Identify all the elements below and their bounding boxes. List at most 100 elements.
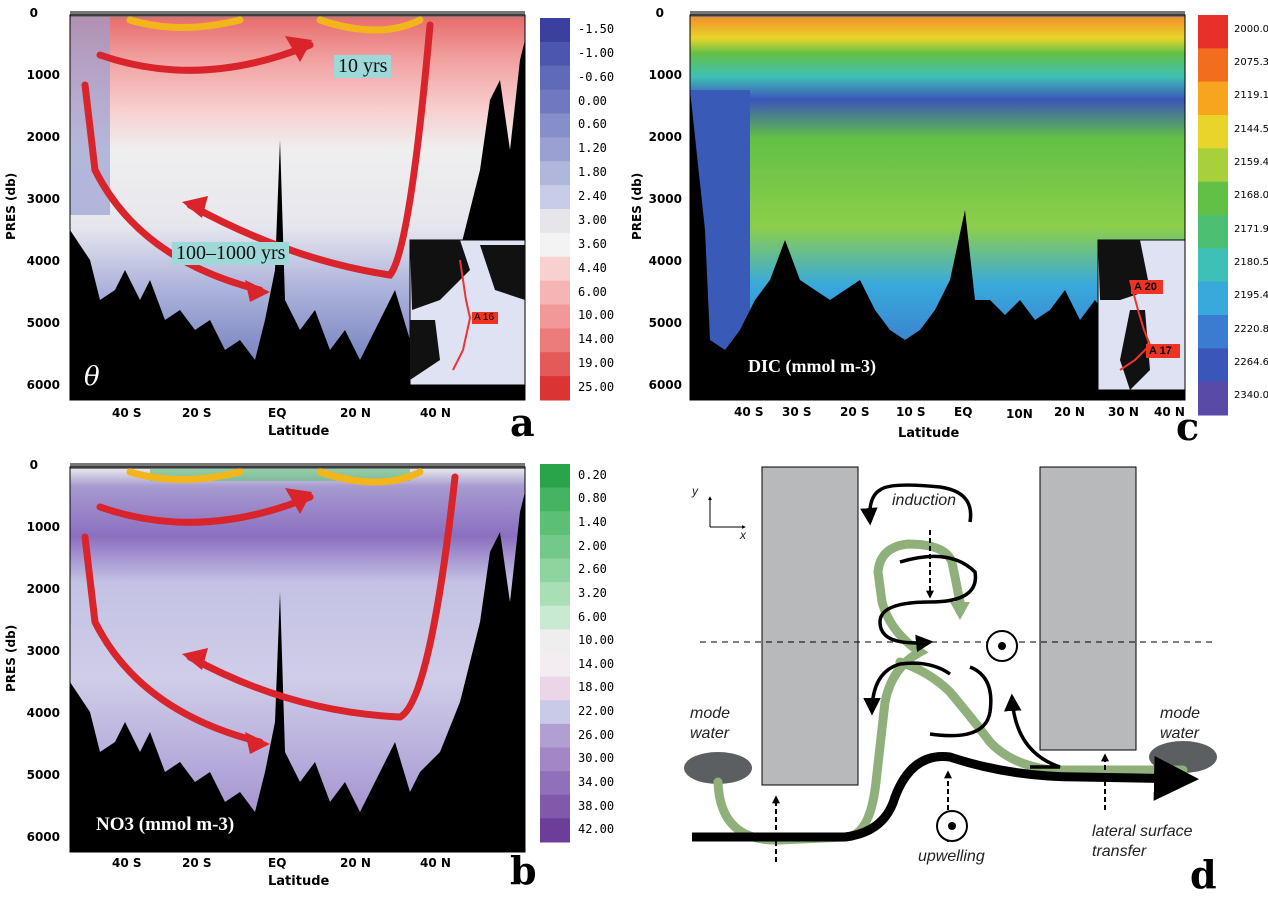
panel-d-diagram bbox=[684, 466, 1217, 862]
d-mode-water-left bbox=[684, 752, 752, 784]
b-colorbar-label-5: 3.20 bbox=[578, 585, 607, 600]
c-colorbar-label-4: 2159.4 bbox=[1234, 157, 1268, 168]
b-xlabel: Latitude bbox=[268, 874, 330, 889]
a-ytick-6: 6000 bbox=[26, 378, 60, 392]
panel-b-seafloor bbox=[70, 492, 525, 852]
panel-a-arrows bbox=[81, 16, 434, 302]
d-lateral-label: lateral surface transfer bbox=[1092, 822, 1193, 862]
b-xtick-3: 20 N bbox=[340, 856, 371, 870]
c-colorbar-swatch-2 bbox=[1198, 81, 1228, 116]
b-colorbar-swatch-2 bbox=[540, 511, 570, 536]
panel-a: 0 1000 2000 3000 4000 5000 6000 PRES (db… bbox=[0, 0, 620, 450]
d-green-arrow-1 bbox=[950, 602, 970, 620]
b-ytick-4: 4000 bbox=[26, 706, 60, 720]
d-mode-left-line1: mode bbox=[690, 705, 731, 722]
panel-a-inset-map bbox=[409, 239, 526, 386]
b-colorbar-swatch-5 bbox=[540, 582, 570, 607]
b-colorbar-label-10: 22.00 bbox=[578, 704, 615, 719]
a-colorbar-label-1: -1.00 bbox=[578, 45, 615, 60]
c-xtick-4: EQ bbox=[954, 405, 973, 419]
b-ytick-1: 1000 bbox=[26, 520, 60, 534]
a-colorbar-swatch-3 bbox=[540, 89, 570, 114]
c-xtick-3: 10 S bbox=[896, 405, 926, 419]
a-xtick-1: 20 S bbox=[182, 406, 212, 420]
b-colorbar-label-2: 1.40 bbox=[578, 515, 607, 530]
b-colorbar-label-14: 38.00 bbox=[578, 798, 615, 813]
panel-a-colorbar bbox=[540, 18, 570, 401]
b-ytick-5: 5000 bbox=[26, 768, 60, 782]
b-colorbar-swatch-10 bbox=[540, 700, 570, 725]
c-xtick-5: 10N bbox=[1006, 407, 1033, 421]
c-xtick-8: 40 N bbox=[1154, 405, 1185, 419]
c-colorbar-swatch-11 bbox=[1198, 381, 1228, 416]
panel-b-arrows bbox=[81, 468, 459, 754]
c-colorbar-swatch-6 bbox=[1198, 215, 1228, 249]
d-right-block bbox=[1039, 466, 1137, 751]
panel-c-inset-map bbox=[1097, 239, 1186, 391]
c-colorbar-label-11: 2340.0 bbox=[1234, 390, 1268, 402]
a-colorbar-label-6: 1.80 bbox=[578, 165, 607, 180]
a-colorbar-swatch-9 bbox=[540, 232, 570, 258]
d-left-block bbox=[761, 466, 859, 786]
c-ytick-6: 6000 bbox=[648, 378, 682, 392]
panel-c-colorbar bbox=[1198, 15, 1228, 416]
panel-b: 0 1000 2000 3000 4000 5000 6000 PRES (db… bbox=[0, 452, 620, 899]
a-xtick-3: 20 N bbox=[340, 406, 371, 420]
c-colorbar-label-3: 2144.5 bbox=[1234, 123, 1268, 135]
panel-a-plot bbox=[69, 11, 570, 401]
d-circle-dot-upper bbox=[986, 630, 1018, 662]
a-colorbar-swatch-12 bbox=[540, 304, 570, 329]
b-ylabel: PRES (db) bbox=[4, 624, 18, 692]
c-ylabel: PRES (db) bbox=[630, 172, 644, 240]
a-colorbar-label-11: 6.00 bbox=[578, 284, 607, 299]
c-colorbar-swatch-5 bbox=[1198, 181, 1228, 216]
a-colorbar-label-5: 1.20 bbox=[578, 141, 607, 156]
c-colorbar-label-8: 2195.4 bbox=[1234, 290, 1268, 302]
a-colorbar-label-4: 0.60 bbox=[578, 117, 607, 132]
c-xlabel: Latitude bbox=[898, 426, 960, 441]
a-ytick-0: 0 bbox=[29, 6, 38, 20]
a-colorbar-swatch-13 bbox=[540, 328, 570, 353]
a-ytick-5: 5000 bbox=[26, 316, 60, 330]
a-theta-symbol: θ bbox=[84, 362, 100, 392]
a-ytick-4: 4000 bbox=[26, 254, 60, 268]
a-xtick-0: 40 S bbox=[112, 406, 142, 420]
b-colorbar-label-6: 6.00 bbox=[578, 609, 607, 624]
c-colorbar-swatch-8 bbox=[1198, 281, 1228, 316]
b-colorbar-swatch-6 bbox=[540, 605, 570, 630]
c-colorbar-label-5: 2168.0 bbox=[1234, 190, 1268, 202]
d-mode-right-line1: mode bbox=[1160, 705, 1201, 722]
a-xlabel: Latitude bbox=[268, 424, 330, 439]
b-colorbar-label-3: 2.00 bbox=[578, 538, 607, 553]
b-xtick-1: 20 S bbox=[182, 856, 212, 870]
a-inset-label: A 16 bbox=[474, 312, 495, 323]
b-colorbar-swatch-11 bbox=[540, 723, 570, 748]
c-colorbar-swatch-7 bbox=[1198, 248, 1228, 283]
b-colorbar-swatch-1 bbox=[540, 487, 570, 512]
c-field-label: DIC (mmol m-3) bbox=[748, 356, 876, 376]
a-colorbar-swatch-5 bbox=[540, 137, 570, 162]
b-colorbar-swatch-3 bbox=[540, 534, 570, 559]
b-colorbar-swatch-13 bbox=[540, 771, 570, 796]
panel-c: 0 1000 2000 3000 4000 5000 6000 PRES (db… bbox=[630, 0, 1268, 450]
c-colorbar-label-7: 2180.5 bbox=[1234, 257, 1268, 268]
b-field-label: NO3 (mmol m-3) bbox=[96, 814, 235, 835]
c-xtick-2: 20 S bbox=[840, 405, 870, 419]
b-colorbar-swatch-8 bbox=[540, 653, 570, 678]
a-ylabel: PRES (db) bbox=[4, 172, 18, 240]
b-colorbar-swatch-7 bbox=[540, 629, 570, 654]
a-xtick-4: 40 N bbox=[420, 406, 451, 420]
b-colorbar-swatch-14 bbox=[540, 794, 570, 819]
a-annotation-10yrs: 10 yrs bbox=[334, 55, 392, 78]
c-inset-label-a17: A 17 bbox=[1149, 345, 1172, 357]
c-inset-label-a20: A 20 bbox=[1134, 281, 1157, 293]
a-annotation-100-1000yrs: 100–1000 yrs bbox=[172, 242, 290, 265]
a-colorbar-label-9: 3.60 bbox=[578, 236, 607, 251]
a-colorbar-label-2: -0.60 bbox=[578, 69, 615, 84]
b-xtick-4: 40 N bbox=[420, 856, 451, 870]
a-colorbar-label-8: 3.00 bbox=[578, 212, 607, 227]
panel-d: y x induction mode water mode water upwe… bbox=[630, 452, 1268, 899]
a-ytick-3: 3000 bbox=[26, 192, 60, 206]
a-colorbar-swatch-15 bbox=[540, 376, 570, 401]
b-colorbar-swatch-12 bbox=[540, 747, 570, 772]
